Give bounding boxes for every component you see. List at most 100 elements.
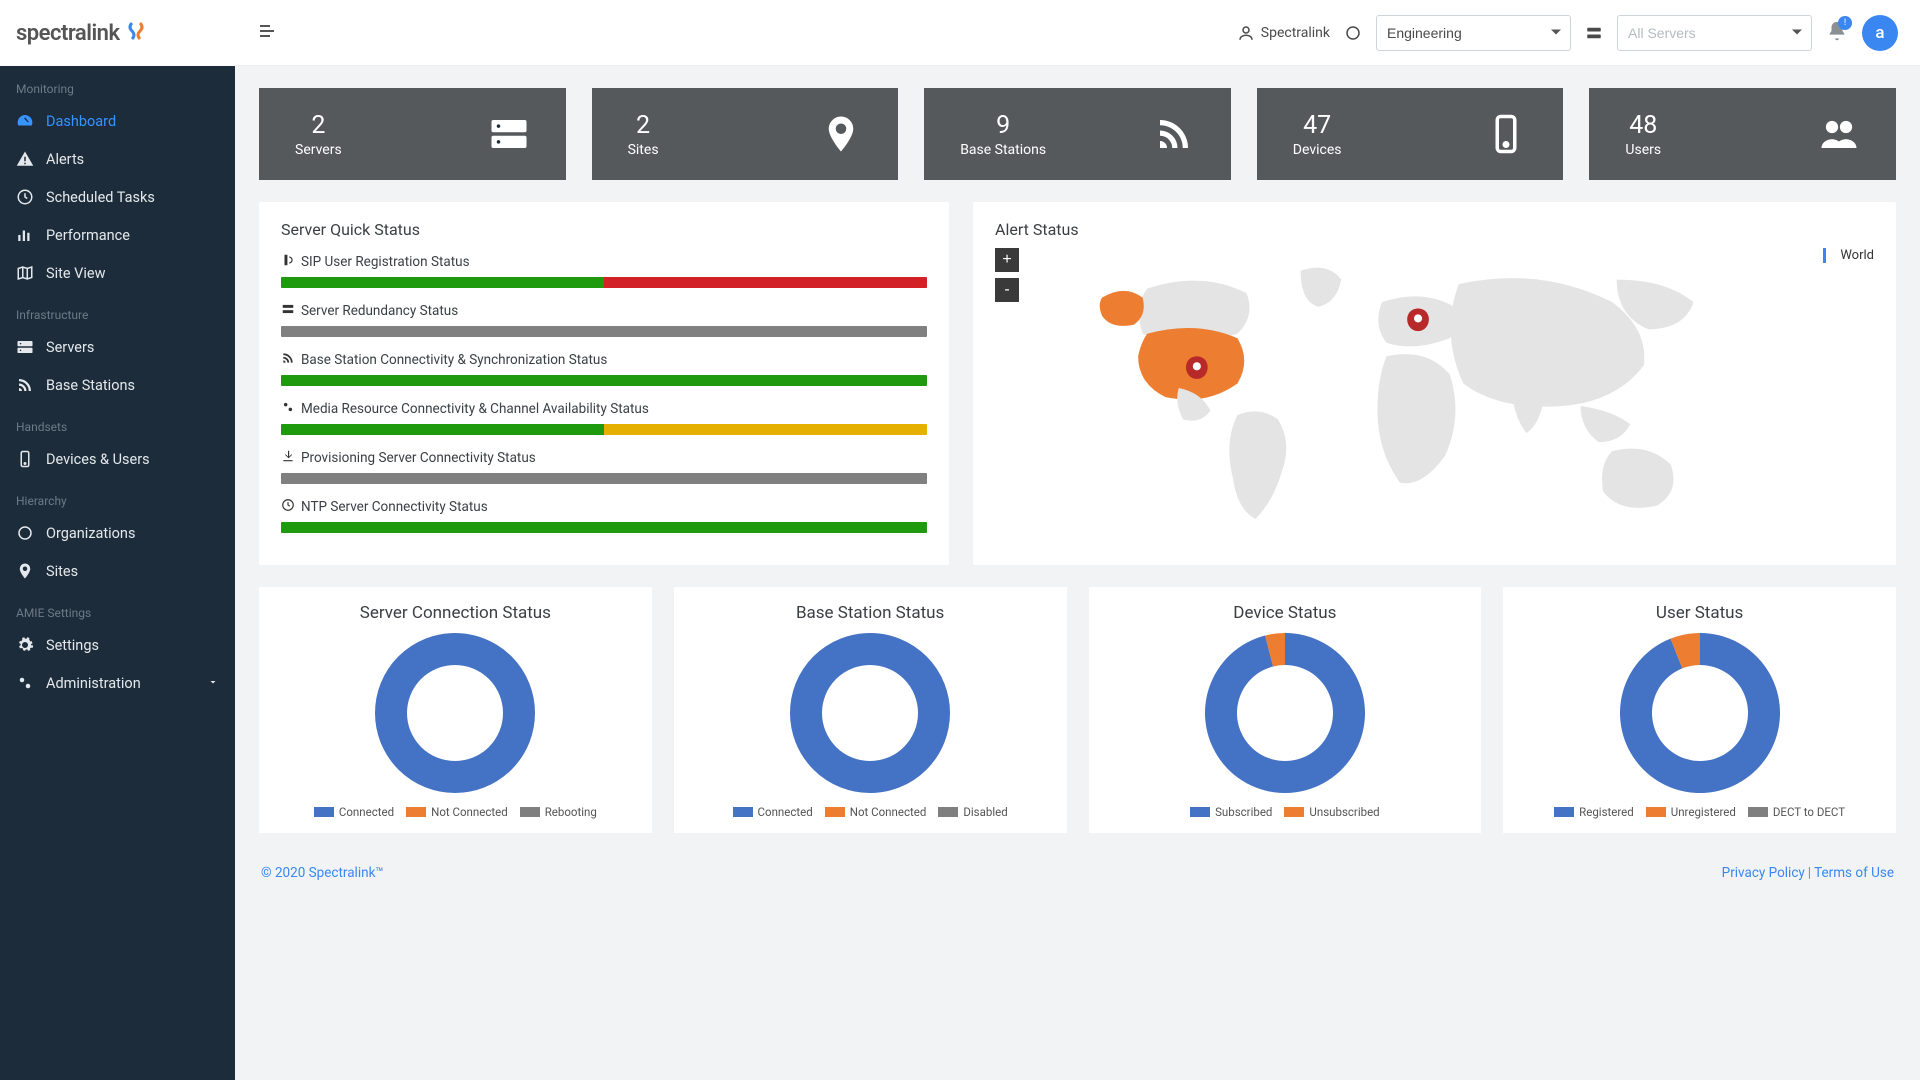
nav-item-label: Settings [46,637,99,654]
status-bar [281,522,927,533]
notifications-button[interactable]: ! [1826,20,1848,46]
legend-item: Unsubscribed [1284,805,1379,819]
donut-legend: RegisteredUnregisteredDECT to DECT [1515,805,1884,819]
stat-label: Servers [295,142,342,158]
logo-text: spectralink [16,21,120,46]
phone-icon [16,450,34,468]
sidebar-item-admin[interactable]: Administration [0,664,235,702]
legend-item: Not Connected [825,805,927,819]
nav-section-label: AMIE Settings [0,590,235,626]
server-quick-status-title: Server Quick Status [281,220,927,239]
stat-card-servers[interactable]: 2 Servers [259,88,566,180]
sidebar-item-scheduled[interactable]: Scheduled Tasks [0,178,235,216]
logo: spectralink [0,0,235,66]
avatar[interactable]: a [1862,15,1898,51]
donut-card: User StatusRegisteredUnregisteredDECT to… [1503,587,1896,833]
legend-item: Registered [1554,805,1634,819]
server-select-icon [1585,24,1603,42]
stat-card-sites[interactable]: 2Sites [592,88,899,180]
status-label: Provisioning Server Connectivity Status [281,449,927,467]
legend-item: DECT to DECT [1748,805,1845,819]
user-icon [1237,24,1255,42]
sidebar-item-settings[interactable]: Settings [0,626,235,664]
clock-mini-icon [281,498,295,516]
map-pin-icon[interactable] [1407,308,1429,331]
stat-label: Users [1625,142,1661,158]
wifi-mini-icon [281,351,295,369]
footer-link-terms[interactable]: Terms of Use [1814,865,1894,881]
status-segment [281,424,604,435]
stat-card-users[interactable]: 48Users [1589,88,1896,180]
sidebar-item-servers[interactable]: Servers [0,328,235,366]
status-bar [281,375,927,386]
status-row: Base Station Connectivity & Synchronizat… [281,351,927,386]
donut-chart [1515,633,1884,793]
status-segment [604,277,927,288]
warning-icon [16,150,34,168]
nav-item-label: Servers [46,339,94,356]
gauge-icon [16,112,34,130]
map-legend: World [1823,248,1874,263]
sidebar-item-performance[interactable]: Performance [0,216,235,254]
map-zoom-in-button[interactable]: + [995,248,1019,272]
stat-card-base-stations[interactable]: 9Base Stations [924,88,1231,180]
content: 2 Servers 2Sites 9Base Stations 47Devices 48U… [235,66,1920,1080]
wifi-icon [16,376,34,394]
nav-item-label: Organizations [46,525,135,542]
status-bar [281,424,927,435]
nav-item-label: Administration [46,675,141,692]
chevron-down-icon [207,675,219,692]
status-label: SIP User Registration Status [281,253,927,271]
sidebar-item-devices[interactable]: Devices & Users [0,440,235,478]
nav-section-label: Infrastructure [0,292,235,328]
org-select[interactable]: Engineering [1376,15,1571,51]
map-zoom: + - [995,248,1019,302]
status-row: SIP User Registration Status [281,253,927,288]
map-zoom-out-button[interactable]: - [995,278,1019,302]
hamburger-icon[interactable] [257,21,277,45]
server-quick-status-card: Server Quick Status SIP User Registratio… [259,202,949,565]
donuts-row: Server Connection StatusConnectedNot Con… [259,587,1896,833]
footer-link-privacy[interactable]: Privacy Policy [1722,865,1805,881]
map-pin-icon[interactable] [1186,356,1208,379]
wifi-icon [1153,113,1195,155]
sidebar-item-alerts[interactable]: Alerts [0,140,235,178]
sidebar-item-orgs[interactable]: Organizations [0,514,235,552]
footer-copyright: © 2020 Spectralink™ [261,865,384,881]
status-bar [281,473,927,484]
stat-value: 2 [295,111,342,140]
server-select[interactable]: All Servers [1617,15,1812,51]
sidebar-item-basestations[interactable]: Base Stations [0,366,235,404]
alert-status-title: Alert Status [995,220,1874,239]
legend-item: Rebooting [520,805,597,819]
donut-chart [686,633,1055,793]
phone-icon [1485,113,1527,155]
stat-card-devices[interactable]: 47Devices [1257,88,1564,180]
users-icon [1818,113,1860,155]
org-select-wrap: Engineering [1376,15,1571,51]
topbar-user-label: Spectralink [1261,25,1330,41]
nav-item-label: Site View [46,265,106,282]
gears-icon [16,674,34,692]
stats-row: 2 Servers 2Sites 9Base Stations 47Devices 48U… [259,88,1896,180]
nav-item-label: Devices & Users [46,451,150,468]
status-segment [281,375,927,386]
topbar-user[interactable]: Spectralink [1237,24,1330,42]
phone-sound-icon [281,253,295,271]
status-bar [281,326,927,337]
pin-icon [16,562,34,580]
legend-swatch [406,807,426,817]
world-map[interactable] [1033,248,1776,555]
server-icon [488,113,530,155]
nav-section-label: Hierarchy [0,478,235,514]
donut-legend: ConnectedNot ConnectedDisabled [686,805,1055,819]
sidebar-item-sites[interactable]: Sites [0,552,235,590]
donut-legend: SubscribedUnsubscribed [1101,805,1470,819]
nav-item-label: Sites [46,563,78,580]
footer: © 2020 Spectralink™ Privacy Policy|Terms… [259,855,1896,899]
sidebar-item-dashboard[interactable]: Dashboard [0,102,235,140]
legend-swatch [520,807,540,817]
sidebar-item-siteview[interactable]: Site View [0,254,235,292]
nav-section-label: Handsets [0,404,235,440]
status-bar [281,277,927,288]
